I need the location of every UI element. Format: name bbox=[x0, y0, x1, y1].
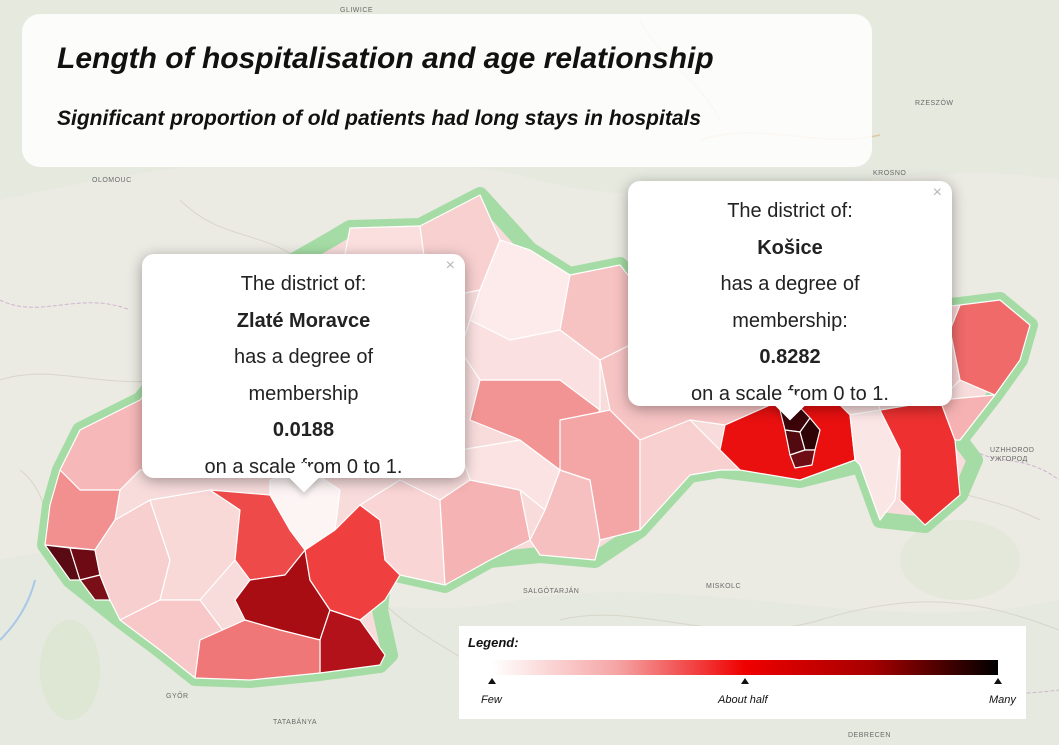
legend-marker-half bbox=[741, 678, 749, 684]
label-krosno: KROSNO bbox=[873, 170, 906, 177]
popup-value: 0.0188 bbox=[272, 419, 335, 441]
district-east-2[interactable] bbox=[939, 394, 996, 441]
district-kosice-3[interactable] bbox=[799, 417, 821, 451]
label-gyor: GYŐR bbox=[166, 691, 189, 700]
label-salgotarjan: SALGÓTARJÁN bbox=[523, 586, 579, 595]
popup-text: has a degree of bbox=[234, 346, 373, 368]
label-uzhhorod-cyrillic: УЖГОРОД bbox=[990, 456, 1028, 463]
popup-label: The district of: bbox=[240, 273, 367, 295]
legend-marker-many bbox=[994, 678, 1002, 684]
popup-zlate-moravce: × The district of: Zlaté Moravce has a d… bbox=[142, 254, 465, 493]
district-central-1[interactable] bbox=[359, 479, 446, 586]
map-title: Length of hospitalisation and age relati… bbox=[57, 42, 714, 75]
legend-label-few: Few bbox=[481, 694, 502, 706]
title-panel: Length of hospitalisation and age relati… bbox=[22, 14, 872, 167]
legend-color-gradient bbox=[492, 660, 998, 675]
district-kosice-4[interactable] bbox=[789, 449, 816, 469]
label-rzeszow: RZESZÓW bbox=[915, 98, 954, 107]
popup-text: membership bbox=[248, 382, 359, 405]
label-tatabanya: TATABÁNYA bbox=[273, 717, 317, 726]
legend-label-half: About half bbox=[718, 694, 768, 706]
popup-kosice: × The district of: Košice has a degree o… bbox=[628, 181, 952, 421]
legend-title: Legend: bbox=[468, 635, 519, 650]
district-middle-1[interactable] bbox=[459, 319, 601, 411]
popup-label: The district of: bbox=[727, 200, 853, 222]
popup-value: 0.8282 bbox=[759, 346, 821, 368]
label-olomouc: OLOMOUC bbox=[92, 177, 132, 184]
district-east-6[interactable] bbox=[639, 419, 741, 531]
popup-close-icon[interactable]: × bbox=[932, 184, 942, 201]
district-south-pink[interactable] bbox=[194, 619, 321, 681]
legend-label-many: Many bbox=[989, 694, 1016, 706]
popup-text: has a degree of bbox=[720, 273, 860, 295]
popup-close-icon[interactable]: × bbox=[445, 257, 455, 274]
label-gliwice: GLIWICE bbox=[340, 7, 373, 14]
map-subtitle: Significant proportion of old patients h… bbox=[57, 107, 702, 130]
basemap-labels: GLIWICE RZESZÓW KROSNO OLOMOUC SALGÓTARJ… bbox=[92, 7, 1034, 739]
label-miskolc: MISKOLC bbox=[706, 583, 741, 590]
label-uzhhorod: UZHHOROD bbox=[990, 447, 1034, 454]
popup-district-name: Zlaté Moravce bbox=[236, 309, 371, 332]
legend-marker-few bbox=[488, 678, 496, 684]
popup-text: membership: bbox=[732, 309, 848, 332]
legend-panel: Legend: Few About half Many bbox=[459, 626, 1026, 719]
popup-district-name: Košice bbox=[757, 236, 823, 259]
label-debrecen: DEBRECEN bbox=[848, 732, 891, 739]
